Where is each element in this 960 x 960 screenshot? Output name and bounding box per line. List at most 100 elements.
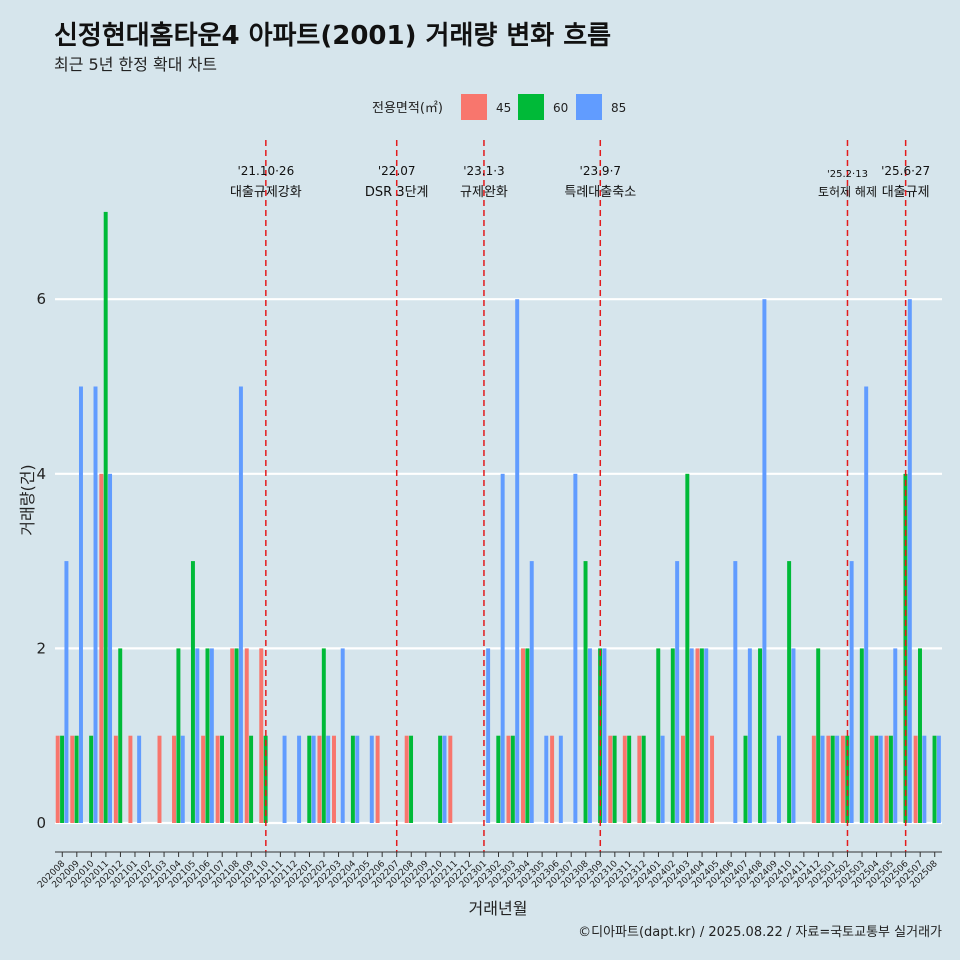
bar-85-202105	[195, 648, 200, 823]
bar-85-202505	[893, 648, 898, 823]
bar-85-202306	[558, 735, 563, 823]
bar-45-202110	[259, 648, 264, 823]
bar-45-202504	[870, 735, 874, 823]
event-date: '21.10·26	[237, 164, 294, 178]
bar-85-202303	[515, 299, 520, 823]
bar-60-202312	[641, 735, 646, 823]
event-label: 규제완화	[460, 185, 508, 200]
bar-45-202310	[608, 735, 613, 823]
bar-85-202502	[849, 561, 854, 823]
bar-85-202210	[442, 735, 447, 823]
bar-85-202203	[340, 648, 345, 823]
y-tick-label: 2	[36, 639, 46, 657]
bar-60-202109	[249, 735, 254, 823]
bar-45-202011	[99, 473, 104, 823]
legend: 전용면적(㎡) 45 60 85	[372, 94, 626, 120]
bar-45-202304	[521, 648, 525, 823]
event-label: 특례대출축소	[564, 185, 636, 200]
bar-85-202408	[762, 299, 767, 823]
bar-85-202201	[311, 735, 316, 823]
bar-45-202303	[506, 735, 511, 823]
events: '21.10·26 대출규제강화 '22.07 DSR 3단계 '23.1·3 규제완화 '…	[230, 140, 930, 852]
legend-label-85: 85	[611, 101, 626, 115]
bar-85-202501	[835, 735, 840, 823]
event-date: '23.9·7	[580, 164, 621, 178]
bar-85-202301	[486, 648, 491, 823]
bar-60-202503	[859, 648, 864, 823]
bar-45-202501	[826, 735, 831, 823]
bar-60-202104	[176, 648, 181, 823]
bar-85-202008	[64, 561, 69, 823]
bar-60-202410	[787, 561, 792, 823]
bar-45-202009	[70, 735, 75, 823]
legend-key-60	[518, 94, 544, 120]
bar-85-202403	[689, 648, 694, 823]
bar-85-202106	[209, 648, 214, 823]
bar-60-202108	[234, 648, 239, 823]
bar-85-202508	[936, 735, 941, 823]
bar-60-202201	[307, 735, 312, 823]
bar-45-202311	[622, 735, 627, 823]
caption: ©디아파트(dapt.kr) / 2025.08.22 / 자료=국토교통부 실…	[578, 925, 942, 940]
bar-45-202211	[448, 735, 453, 823]
legend-title: 전용면적(㎡)	[372, 101, 443, 116]
bar-60-202011	[103, 211, 108, 823]
bar-60-202107	[220, 735, 224, 823]
legend-label-60: 60	[553, 101, 568, 115]
bar-45-202306	[550, 735, 555, 823]
bar-85-202204	[355, 735, 360, 823]
bar-85-202101	[137, 735, 142, 823]
bar-45-202104	[172, 735, 177, 823]
bar-45-202206	[375, 735, 380, 823]
legend-key-45	[461, 94, 487, 120]
bar-85-202304	[529, 561, 534, 823]
event-date: '23.1·3	[463, 164, 504, 178]
bar-85-202009	[78, 386, 83, 823]
event-date: '25.2·13	[827, 169, 868, 180]
bar-60-202105	[190, 561, 195, 823]
bar-85-202307	[573, 473, 578, 823]
bar-60-202008	[60, 735, 65, 823]
bar-85-202410	[791, 648, 796, 823]
bar-45-202106	[201, 735, 206, 823]
bar-85-202503	[864, 386, 869, 823]
bar-85-202406	[733, 561, 738, 823]
bar-60-202311	[627, 735, 632, 823]
bar-60-202408	[758, 648, 763, 823]
bar-60-202110	[263, 735, 268, 823]
bar-45-202405	[710, 735, 715, 823]
bar-60-202501	[830, 735, 835, 823]
bar-85-202205	[369, 735, 374, 823]
bar-60-202401	[656, 648, 661, 823]
bar-45-202101	[128, 735, 133, 823]
bar-60-202210	[438, 735, 443, 823]
bar-85-202409	[776, 735, 781, 823]
bar-85-202506	[907, 299, 912, 823]
bar-60-202308	[583, 561, 588, 823]
bar-85-202302	[500, 473, 505, 823]
bar-85-202404	[704, 648, 709, 823]
bar-60-202412	[816, 648, 821, 823]
y-tick-label: 6	[36, 290, 46, 308]
bar-60-202508	[932, 735, 937, 823]
bar-45-202505	[884, 735, 889, 823]
bar-60-202502	[845, 735, 850, 823]
bar-85-202407	[747, 648, 752, 823]
bar-85-202202	[326, 735, 331, 823]
bar-45-202202	[317, 735, 322, 823]
bar-85-202010	[93, 386, 98, 823]
legend-label-45: 45	[496, 101, 511, 115]
bar-45-202203	[332, 735, 336, 823]
bar-85-202412	[820, 735, 825, 823]
bar-60-202302	[496, 735, 501, 823]
bar-60-202012	[118, 648, 123, 823]
bar-85-202507	[922, 735, 927, 823]
bar-85-202309	[602, 648, 607, 823]
bar-85-202104	[180, 735, 185, 823]
bar-45-202312	[637, 735, 642, 823]
bar-45-202012	[113, 735, 118, 823]
bar-85-202108	[238, 386, 243, 823]
legend-key-85	[576, 94, 602, 120]
bar-85-202401	[660, 735, 665, 823]
